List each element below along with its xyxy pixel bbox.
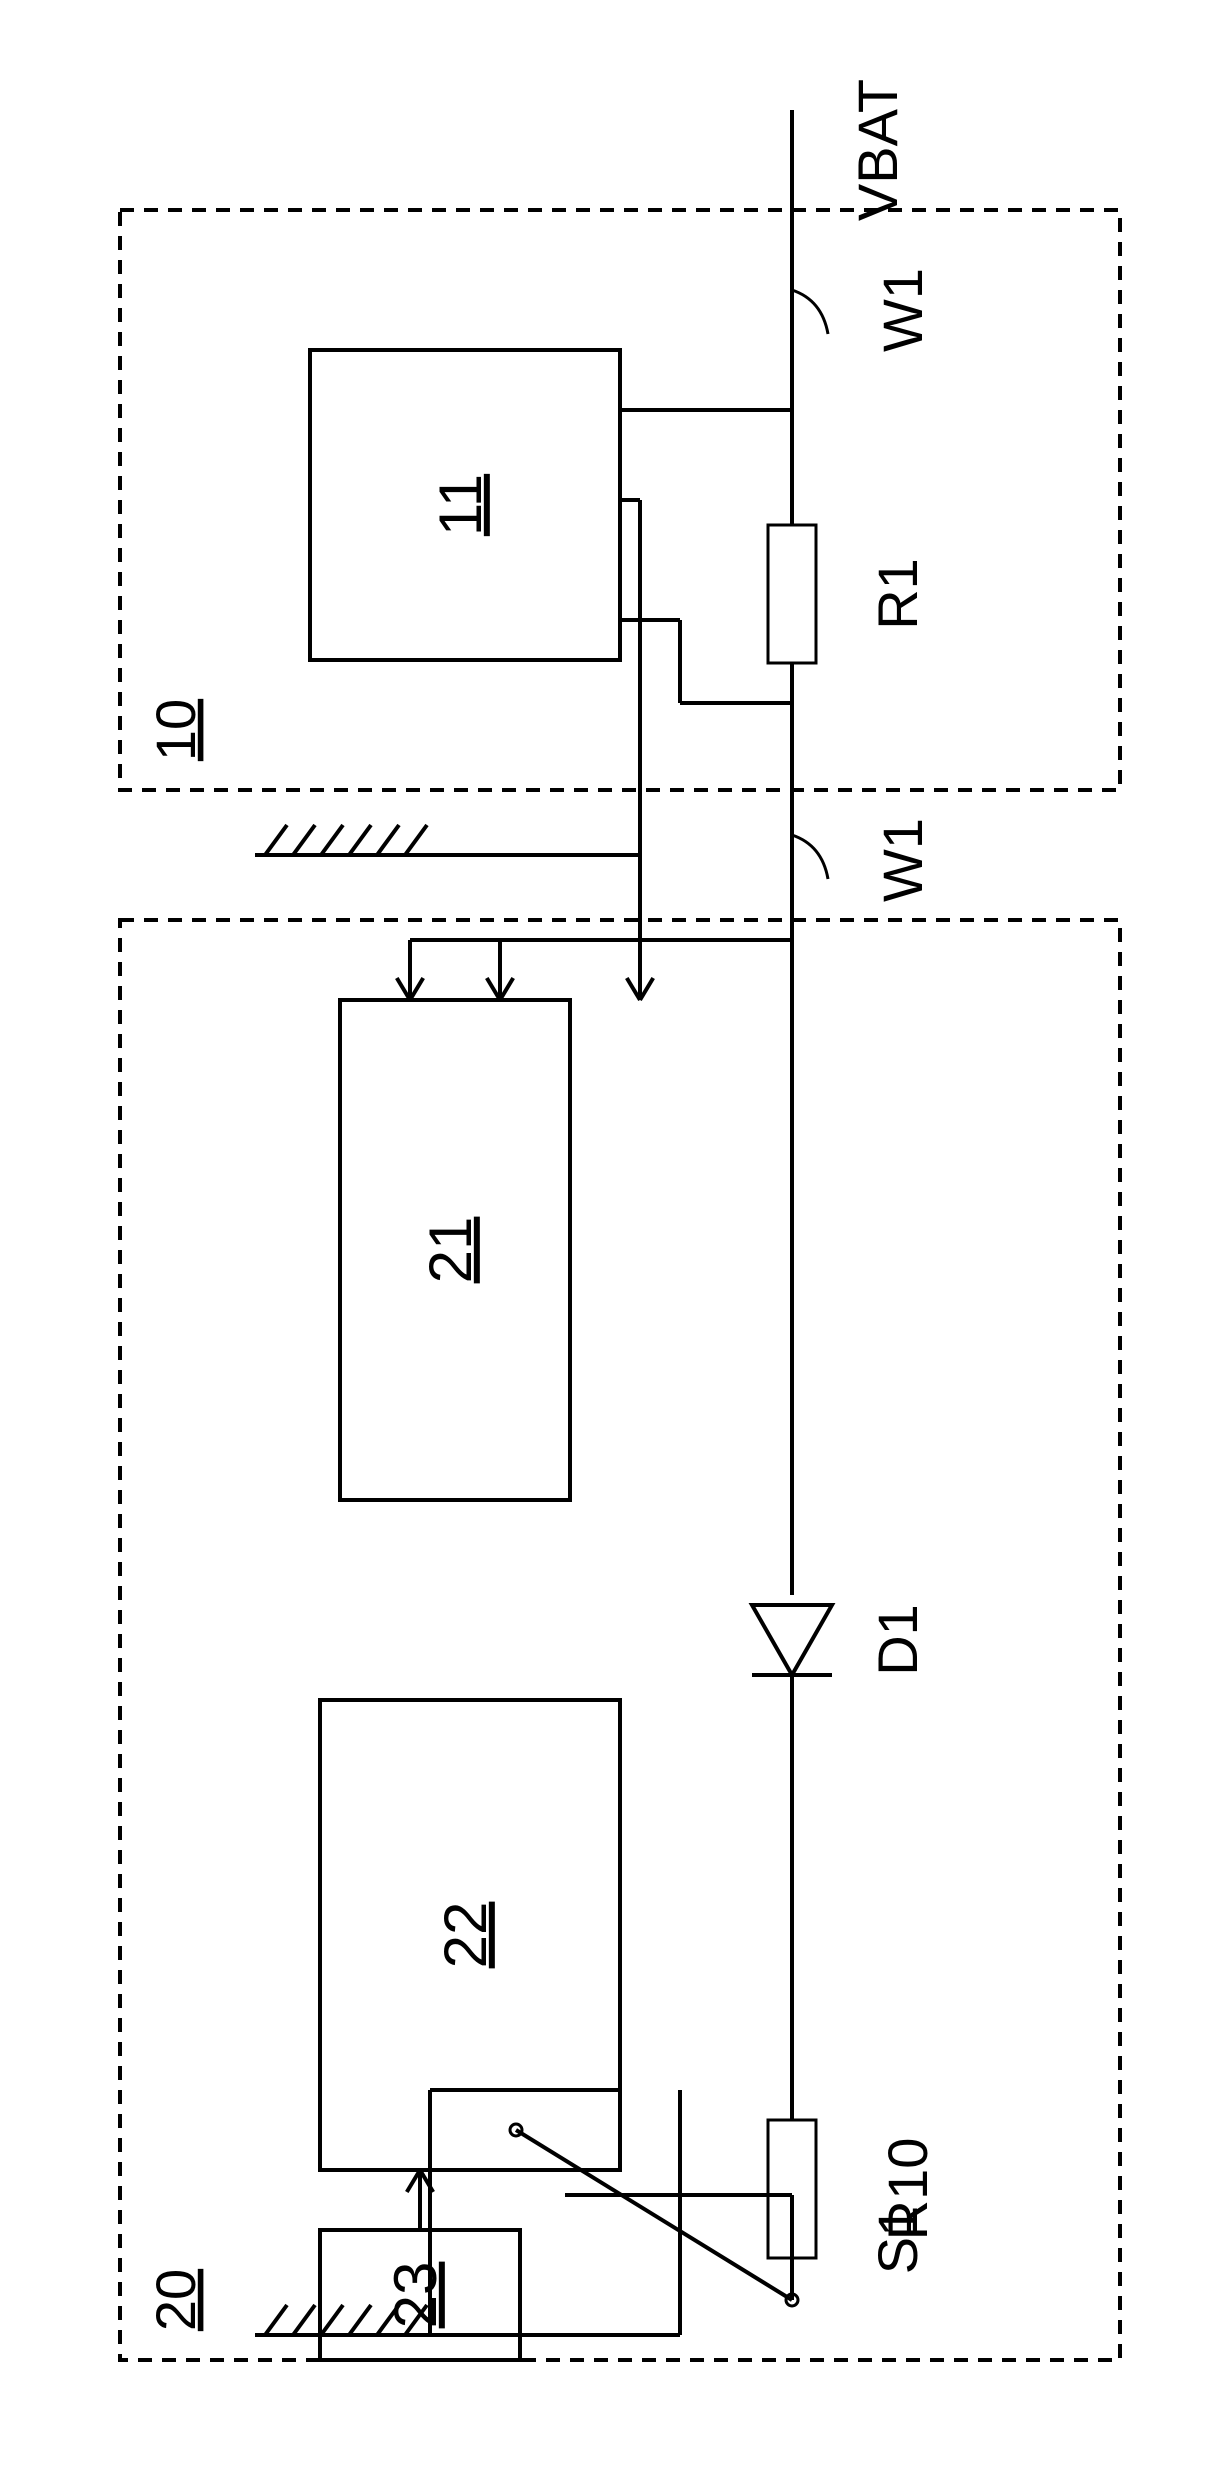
ground-2-hatch (349, 2305, 371, 2335)
block-22-label: 22 (432, 1902, 499, 1969)
ground-1-hatch (265, 825, 287, 855)
vbat-label-g: VBAT (846, 79, 909, 221)
r1-label: R1 (866, 558, 929, 630)
w1-hook-top (792, 290, 828, 334)
w1-label-bottom: W1 (871, 818, 934, 902)
ground-2-hatch (321, 2305, 343, 2335)
module-10-label-g: 10 (144, 699, 207, 761)
r1-label-g: R1 (866, 558, 929, 630)
diode-d1-tri (752, 1605, 832, 1675)
s1-label-g: S1 (866, 2206, 929, 2275)
block-22-label-g: 22 (432, 1902, 499, 1969)
ground-1-hatch (377, 825, 399, 855)
ground-1-hatch (405, 825, 427, 855)
ground-1-hatch (349, 825, 371, 855)
switch-arm (516, 2130, 792, 2300)
module-20-label-g: 20 (144, 2269, 207, 2331)
block-21-label: 21 (417, 1217, 484, 1284)
d1-label-g: D1 (866, 1604, 929, 1676)
ground-2-hatch (265, 2305, 287, 2335)
w1-label-top-g: W1 (871, 268, 934, 352)
resistor-r1 (768, 525, 816, 663)
w1-label-top: W1 (871, 268, 934, 352)
block-21-label-g: 21 (417, 1217, 484, 1284)
ground-1-hatch (293, 825, 315, 855)
vbat-label: VBAT (846, 79, 909, 221)
d1-label: D1 (866, 1604, 929, 1676)
w1-label-bottom-g: W1 (871, 818, 934, 902)
module-10-label: 10 (144, 699, 207, 761)
module-20-label: 20 (144, 2269, 207, 2331)
s1-label: S1 (866, 2206, 929, 2275)
block-11-label-g: 11 (427, 474, 494, 536)
w1-hook-bottom (792, 835, 828, 879)
ground-2-hatch (293, 2305, 315, 2335)
ground-1-hatch (321, 825, 343, 855)
block-11-label: 11 (427, 474, 494, 536)
